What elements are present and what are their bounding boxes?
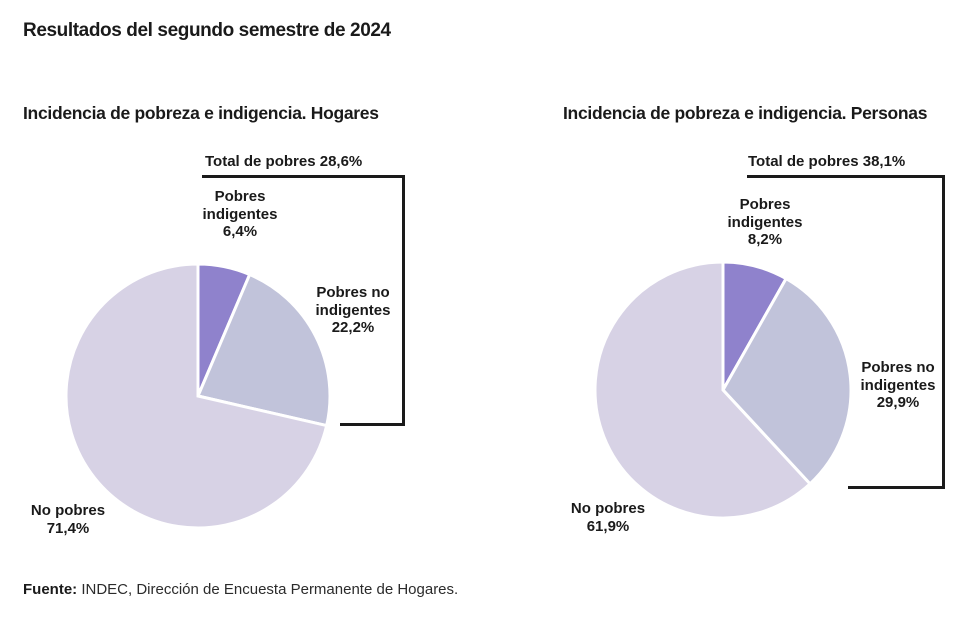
source-text: INDEC, Dirección de Encuesta Permanente … [77, 581, 459, 598]
bracket-line-personas-top [747, 175, 945, 178]
pie-slice-pobres-no-indigentes [721, 276, 853, 486]
label-pobres-no-indigentes-personas: Pobres no indigentes 29,9% [860, 359, 936, 411]
label-no-pobres-personas: No pobres 61,9% [570, 500, 646, 535]
label-no-pobres-hogares: No pobres 71,4% [30, 502, 106, 537]
bracket-line-hogares-right [402, 175, 405, 426]
total-pobres-label-personas: Total de pobres 38,1% [748, 153, 906, 170]
label-pobres-indigentes-hogares: Pobres indigentes 6,4% [202, 188, 278, 240]
source-note: Fuente: INDEC, Dirección de Encuesta Per… [23, 581, 458, 598]
pie-chart-hogares [64, 262, 332, 530]
pie-slice-pobres-no-indigentes [195, 272, 332, 428]
page-title: Resultados del segundo semestre de 2024 [23, 20, 391, 41]
pie-slice-no-pobres [593, 260, 813, 520]
label-pobres-no-indigentes-hogares: Pobres no indigentes 22,2% [315, 284, 391, 336]
bracket-line-personas-bottom [848, 486, 945, 489]
chart-title-hogares: Incidencia de pobreza e indigencia. Hoga… [23, 103, 379, 123]
total-pobres-label-hogares: Total de pobres 28,6% [205, 153, 363, 170]
pie-chart-personas [593, 260, 853, 520]
label-pobres-indigentes-personas: Pobres indigentes 8,2% [727, 196, 803, 248]
bracket-line-hogares-top [202, 175, 405, 178]
bracket-line-personas-right [942, 175, 945, 489]
chart-title-personas: Incidencia de pobreza e indigencia. Pers… [563, 103, 928, 123]
pie-slice-no-pobres [64, 262, 329, 530]
bracket-line-hogares-bottom [340, 423, 405, 426]
source-label: Fuente: [23, 581, 78, 598]
